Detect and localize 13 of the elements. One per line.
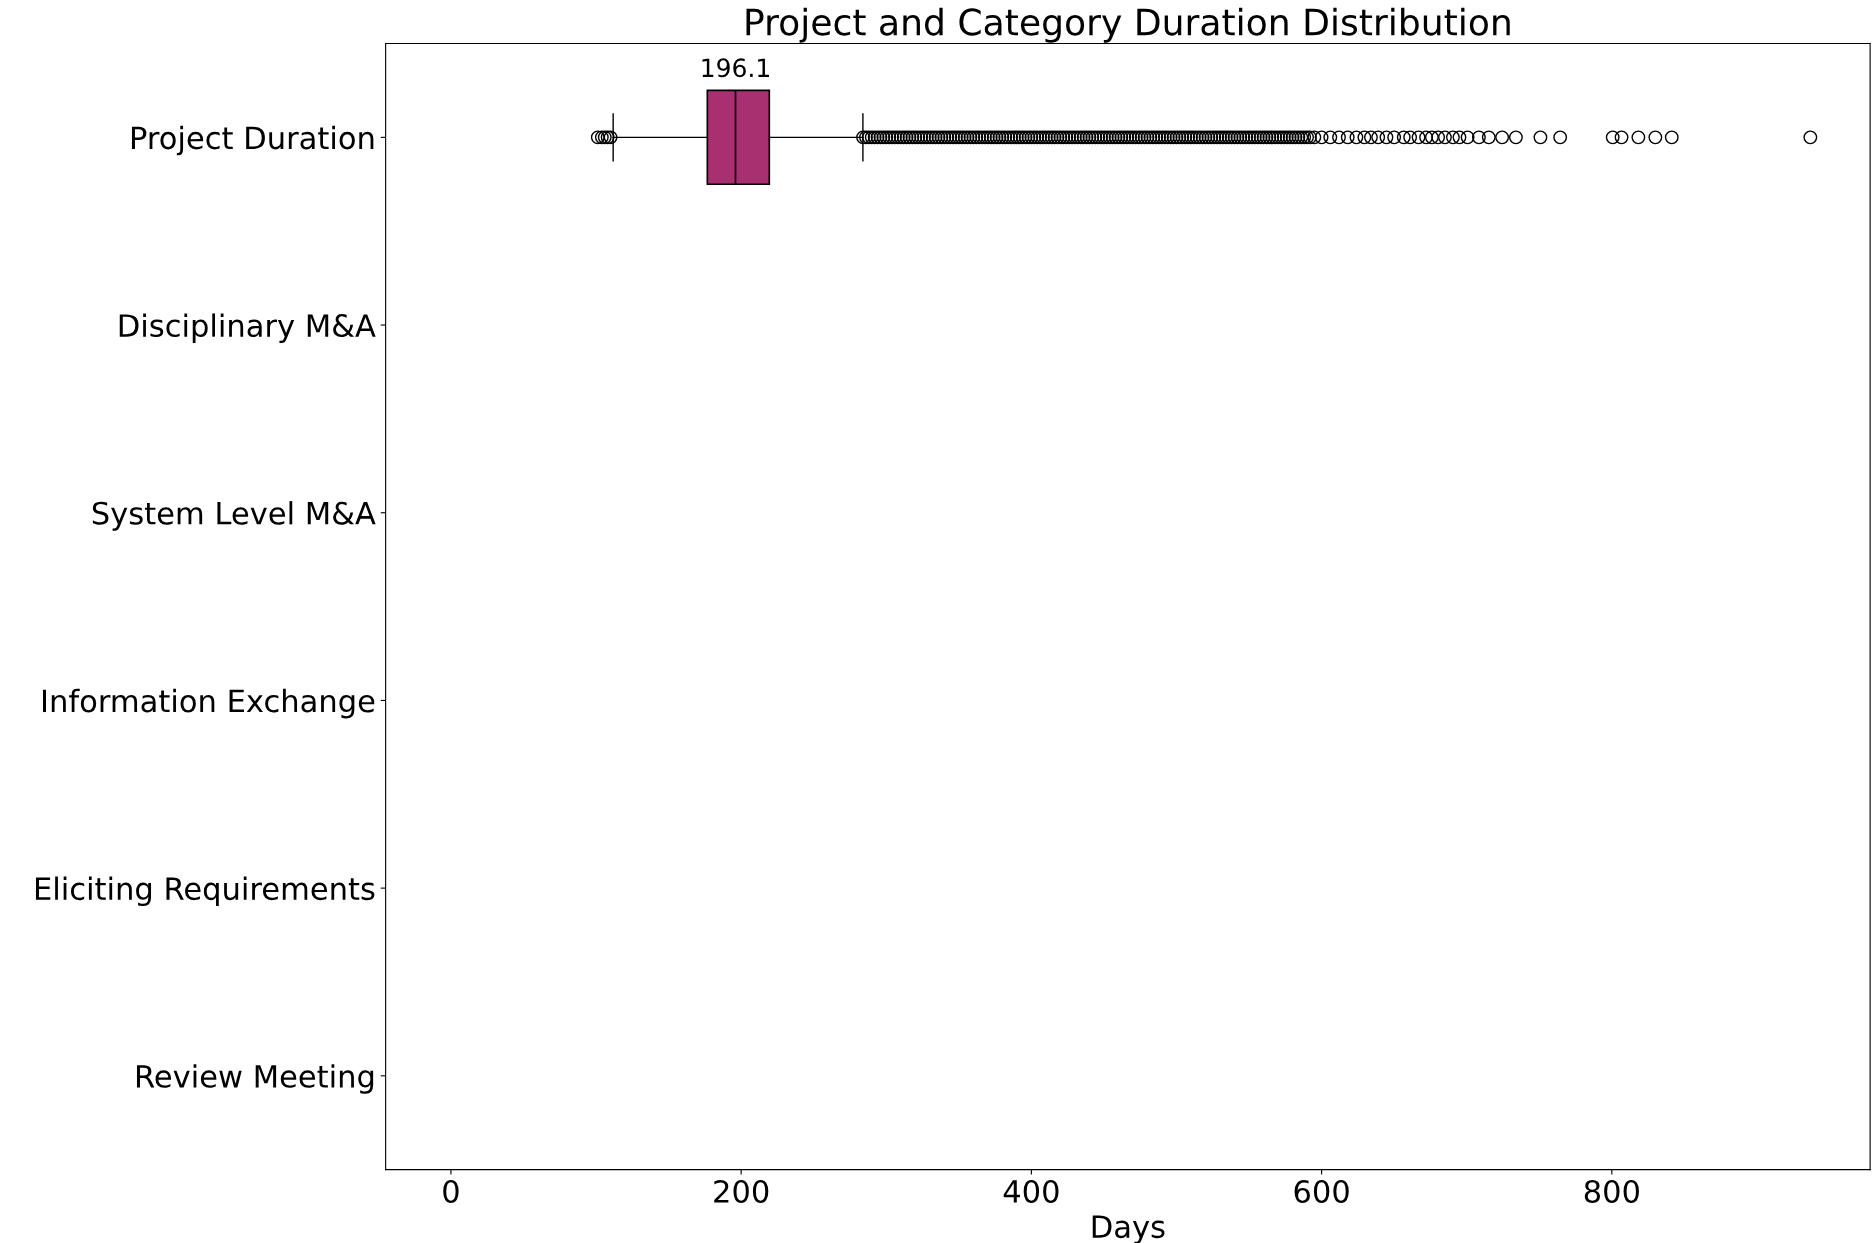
x-tick-label: 400 [1003,1179,1059,1204]
y-tick-label: Information Exchange [43,688,375,719]
x-tick-label: 0 [443,1179,459,1204]
y-tick-label: System Level M&A [92,501,376,531]
y-tick-label: Disciplinary M&A [119,313,376,344]
y-tick-label: Project Duration [131,125,374,156]
x-tick-label: 200 [714,1179,769,1204]
y-tick-label: Review Meeting [136,1064,374,1094]
y-tick-label: Eliciting Requirements [35,876,375,907]
x-tick-label: 600 [1294,1179,1349,1204]
x-tick-label: 800 [1584,1179,1639,1204]
chart-title: Project and Category Duration Distribution [746,7,1510,43]
annotation: 196.1 [702,58,769,78]
